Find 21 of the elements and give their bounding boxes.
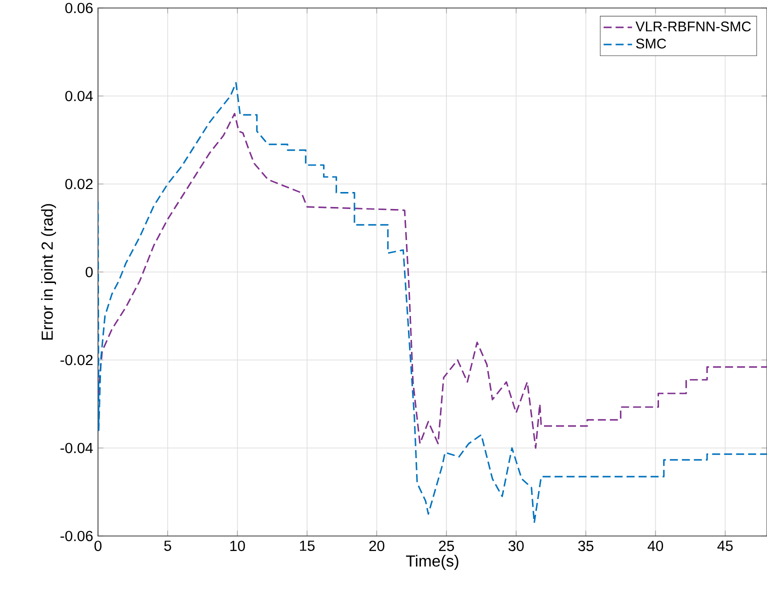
y-tick-label: -0.04: [60, 442, 93, 454]
y-tick-label: -0.02: [60, 354, 93, 366]
legend-label: SMC: [636, 38, 666, 49]
y-tick-label: -0.06: [60, 530, 93, 542]
x-tick-label: 10: [230, 540, 245, 552]
y-tick-label: 0: [86, 266, 93, 278]
x-tick-label: 35: [578, 540, 594, 552]
x-tick-label: 30: [508, 540, 524, 552]
x-tick-label: 15: [300, 540, 315, 551]
x-axis-title: Time(s): [406, 554, 458, 570]
y-tick-label: 0.02: [65, 178, 93, 190]
legend-label: VLR-RBFNN-SMC: [636, 22, 751, 32]
x-tick-label: 5: [164, 540, 172, 551]
y-tick-label: 0.04: [65, 90, 93, 102]
x-tick-label: 45: [717, 540, 733, 551]
y-tick-label: 0.06: [65, 2, 93, 14]
x-tick-label: 20: [369, 540, 384, 552]
y-axis-title: Error in joint 2 (rad): [41, 204, 56, 340]
x-tick-label: 25: [439, 540, 454, 552]
x-tick-label: 0: [94, 540, 102, 552]
x-tick-label: 40: [648, 540, 664, 552]
